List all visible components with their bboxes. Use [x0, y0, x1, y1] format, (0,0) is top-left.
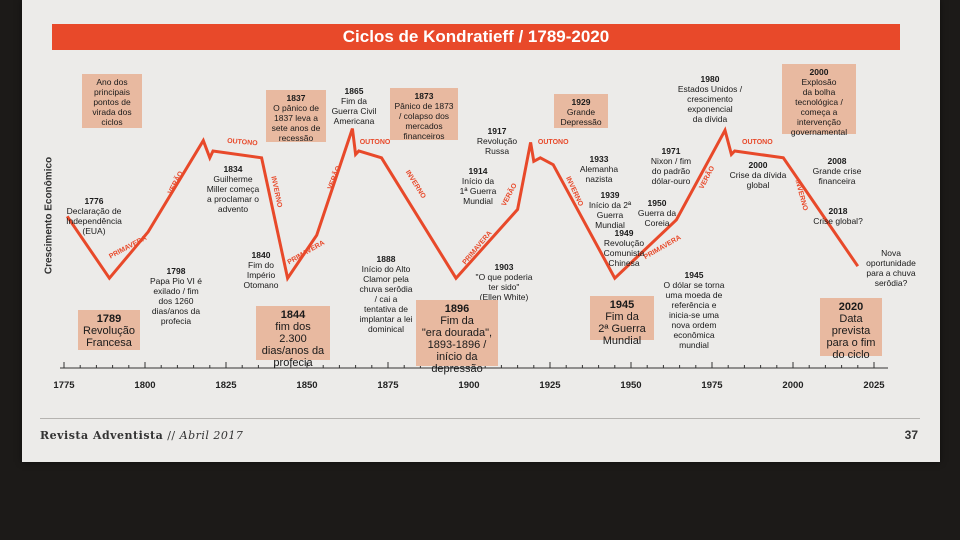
box-1929: 1929 Grande Depressão — [554, 94, 608, 128]
legend-box: Ano dos principais pontos de virada dos … — [82, 74, 142, 128]
season-label: PRIMAVERA — [462, 230, 494, 266]
annotation-1888: 1888 Início do Alto Clamor pela chuva ser… — [359, 254, 413, 334]
annotation-2008: 2008 Grande crise financeira — [812, 156, 862, 186]
x-tick-label: 1825 — [215, 380, 237, 391]
season-label: VERÃO — [165, 169, 185, 196]
annotation-1949: 1949 Revolução Comunista Chinesa — [603, 228, 645, 268]
season-label: OUTONO — [742, 139, 773, 146]
x-tick-label: 1950 — [620, 380, 641, 391]
annotation-2018: 2018 Crise global? — [813, 206, 863, 226]
annotation-2000-debt: 2000 Crise da dívida global — [729, 160, 787, 190]
box-1789: 1789 Revolução Francesa — [78, 310, 140, 350]
season-label: VERÃO — [325, 164, 343, 191]
box-1896: 1896 Fim da "era dourada", 1893-1896 / in… — [416, 300, 498, 375]
annotation-1933: 1933 Alemanha nazista — [579, 154, 619, 184]
annotation-1945-dollar: 1945 O dólar se torna uma moeda de referê… — [663, 270, 725, 350]
x-tick-label: 1875 — [377, 380, 399, 391]
season-label: INVERNO — [793, 179, 808, 212]
season-label: OUTONO — [227, 138, 259, 148]
annotation-1939: 1939 Início da 2ª Guerra Mundial — [588, 190, 632, 230]
box-2000-bubble: 2000 Explosão da bolha tecnológica / come… — [782, 64, 856, 137]
magazine-page: Ciclos de Kondratieff / 1789-2020 Cresci… — [22, 0, 940, 462]
season-label: OUTONO — [538, 139, 569, 146]
annotation-1865: 1865 Fim da Guerra Civil Americana — [331, 86, 377, 126]
annotation-1903: 1903 "O que poderia ter sido" (Ellen Whit… — [475, 262, 533, 302]
x-tick-label: 1850 — [296, 380, 317, 391]
x-tick-label: 1800 — [134, 380, 155, 391]
annotation-1980: 1980 Estados Unidos / crescimento exponen… — [677, 74, 743, 124]
box-2020: 2020 Data prevista para o fim do ciclo — [820, 298, 882, 361]
box-1873: 1873 Pânico de 1873 / colapso dos mercado… — [390, 88, 458, 141]
kondratieff-chart: 1775 1800 1825 1850 1875 1900 1925 1950 1975 2000… — [53, 126, 888, 391]
box-1945-war: 1945 Fim da 2ª Guerra Mundial — [590, 296, 654, 347]
box-1844: 1844 fim dos 2.300 dias/anos da profecia — [256, 306, 330, 369]
annotation-1917: 1917 Revolução Russa — [476, 126, 518, 156]
x-tick-label: 2000 — [782, 380, 803, 391]
annotation-1798: 1798 Papa Pio VI é exilado / fim dos 1260… — [150, 266, 202, 326]
cycle-series-line — [65, 126, 860, 282]
annotation-nova: Nova oportunidade para a chuva serôdia? — [866, 248, 916, 288]
footer-rule — [40, 418, 920, 419]
chart-title: Ciclos de Kondratieff / 1789-2020 — [342, 27, 610, 46]
x-tick-label: 1775 — [53, 380, 75, 391]
x-tick-label: 1975 — [701, 380, 723, 391]
season-label: INVERNO — [404, 169, 427, 200]
annotation-1914: 1914 Início da 1ª Guerra Mundial — [459, 166, 497, 206]
title-banner: Ciclos de Kondratieff / 1789-2020 — [52, 24, 900, 50]
annotation-1950: 1950 Guerra da Coreia — [637, 198, 677, 228]
x-tick-label: 1925 — [539, 380, 561, 391]
page-number: 37 — [904, 428, 918, 442]
annotation-1971: 1971 Nixon / fim do padrão dólar-ouro — [650, 146, 692, 186]
annotation-1834: 1834 Guilherme Miller começa a proclamar … — [206, 164, 260, 214]
x-tick-label: 1900 — [458, 380, 479, 391]
season-label: OUTONO — [360, 139, 391, 146]
box-1837: 1837 O pânico de 1837 leva a sete anos de… — [266, 90, 326, 143]
cycle-line — [65, 126, 860, 282]
footer-magazine: Revista Adventista // Abril 2017 — [40, 429, 244, 442]
x-tick-label: 2025 — [863, 380, 885, 391]
season-label: PRIMAVERA — [287, 239, 326, 266]
annotation-1776: 1776 Declaração de Independência (EUA) — [66, 196, 122, 236]
x-axis: 1775 1800 1825 1850 1875 1900 1925 1950 1975 2000… — [53, 362, 888, 391]
annotation-1840: 1840 Fim do Império Otomano — [243, 250, 279, 290]
